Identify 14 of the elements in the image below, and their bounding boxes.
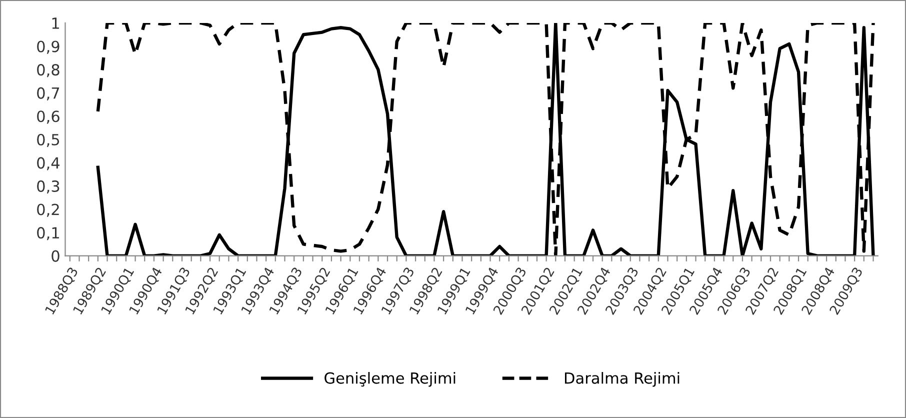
y-tick-label: 0,6 (37, 110, 60, 124)
y-tick-label: 0,5 (37, 134, 60, 147)
y-tick-label: 0,4 (37, 157, 60, 170)
line-series (96, 22, 875, 256)
y-tick-label: 0,1 (37, 227, 59, 240)
y-tick-label: 0,7 (37, 87, 60, 100)
legend-label: Genişleme Rejimi (324, 372, 456, 387)
y-tick-label: 0,2 (37, 204, 59, 217)
y-tick-label: 0 (52, 250, 60, 262)
y-tick-label: 1 (52, 18, 59, 29)
y-tick-label: 0,8 (37, 64, 60, 78)
y-tick-label: 0,9 (37, 40, 60, 54)
legend-label: Daralma Rejimi (564, 372, 680, 387)
y-tick-label: 0,3 (37, 180, 60, 194)
